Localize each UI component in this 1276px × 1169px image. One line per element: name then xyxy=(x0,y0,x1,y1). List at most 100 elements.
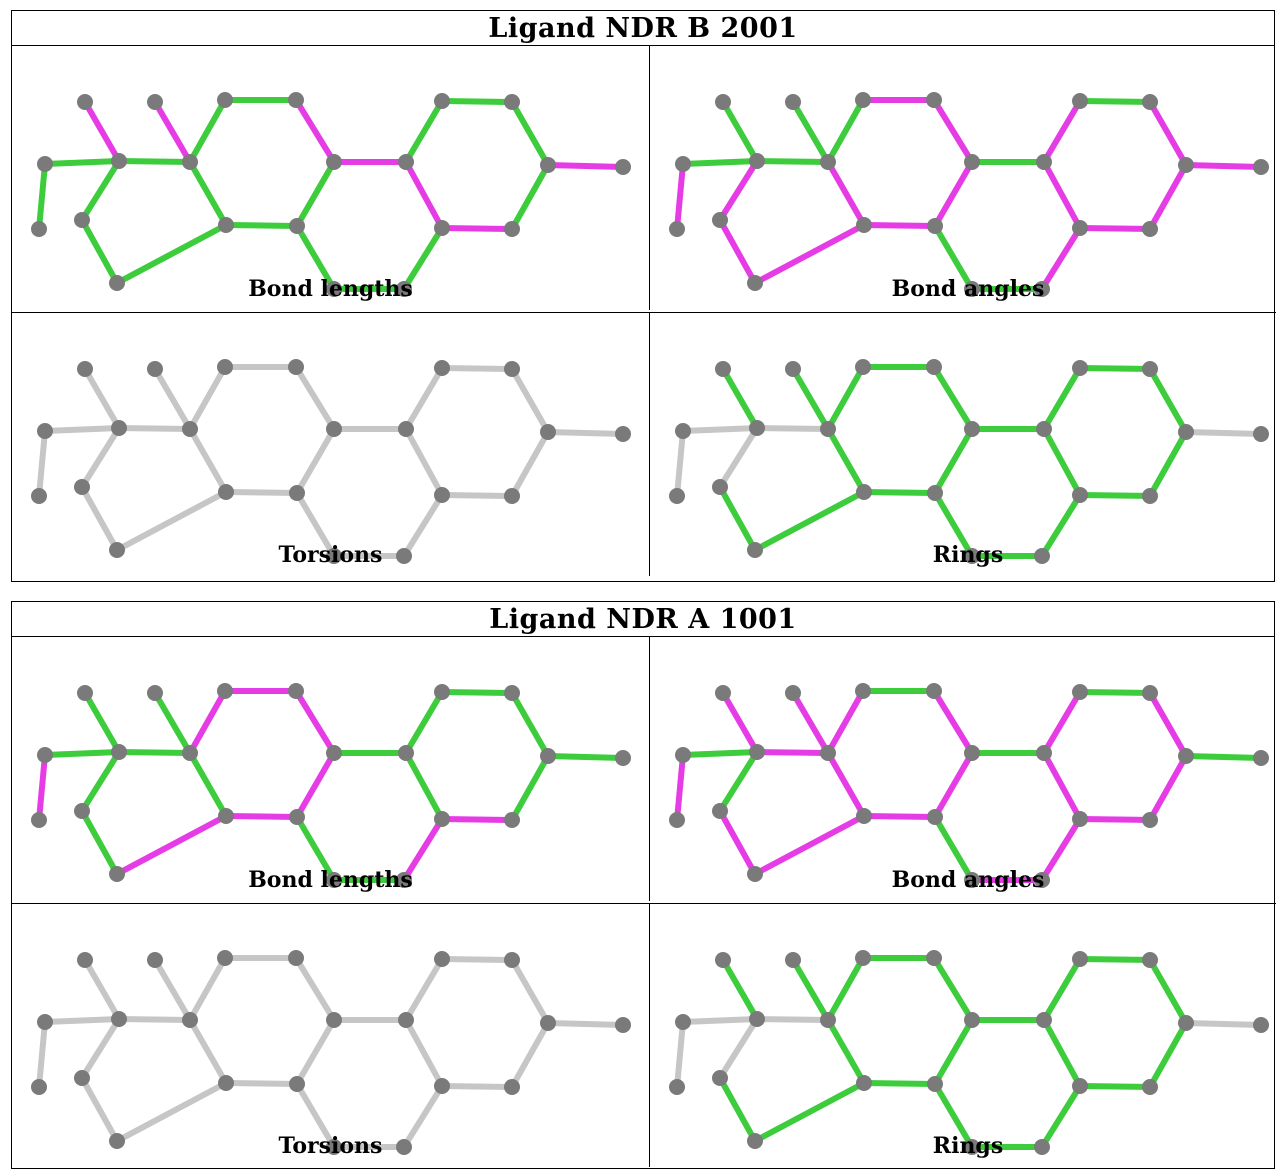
atom-4 xyxy=(749,153,765,169)
bond-2 xyxy=(82,99,122,164)
bond-4 xyxy=(790,957,831,1023)
bond-18 xyxy=(1041,1017,1083,1089)
atom-4 xyxy=(749,420,765,436)
bond-20 xyxy=(1077,956,1153,963)
atom-11 xyxy=(289,485,305,501)
bond-20 xyxy=(1077,98,1153,105)
bond-15 xyxy=(932,490,975,559)
bond-5 xyxy=(79,425,122,490)
atom-18 xyxy=(434,360,450,376)
atom-8 xyxy=(218,217,234,233)
atom-17 xyxy=(1142,812,1158,828)
bond-21 xyxy=(1147,99,1189,168)
atom-4 xyxy=(749,1011,765,1027)
bond-3 xyxy=(116,749,193,756)
bond-17 xyxy=(1039,1083,1083,1150)
bond-11 xyxy=(931,364,975,432)
atom-10 xyxy=(926,92,942,108)
view-caption: Rings xyxy=(932,542,1004,568)
atom-15 xyxy=(1034,872,1050,888)
atom-20 xyxy=(1178,1015,1194,1031)
bond-18 xyxy=(403,1017,445,1089)
bond-22 xyxy=(1183,1020,1264,1028)
bond-15 xyxy=(294,814,337,883)
bond-18 xyxy=(403,750,445,822)
bond-13 xyxy=(932,750,975,820)
atom-21 xyxy=(615,426,631,442)
atom-16 xyxy=(434,811,450,827)
atom-9 xyxy=(217,683,233,699)
bond-11 xyxy=(293,688,337,756)
atom-17 xyxy=(1142,221,1158,237)
bond-0 xyxy=(36,1019,48,1090)
bond-20 xyxy=(1077,689,1153,696)
bond-4 xyxy=(152,690,193,756)
bond-23 xyxy=(439,816,515,823)
atom-18 xyxy=(434,684,450,700)
atom-4 xyxy=(749,744,765,760)
atom-17 xyxy=(504,221,520,237)
bond-13 xyxy=(294,750,337,820)
bond-23 xyxy=(1077,1083,1153,1090)
atom-5 xyxy=(182,421,198,437)
atom-6 xyxy=(74,479,90,495)
atom-6 xyxy=(74,1070,90,1086)
atom-2 xyxy=(77,685,93,701)
atom-18 xyxy=(1072,93,1088,109)
bond-18 xyxy=(403,159,445,231)
atom-7 xyxy=(747,1133,763,1149)
atom-0 xyxy=(37,747,53,763)
bond-19 xyxy=(403,365,445,432)
bond-22 xyxy=(545,162,626,170)
bond-1 xyxy=(680,1016,760,1025)
bond-19 xyxy=(1041,956,1083,1023)
bond-2 xyxy=(720,690,760,755)
bond-20 xyxy=(1077,365,1153,372)
bond-8 xyxy=(187,1017,229,1086)
atom-14 xyxy=(326,1139,342,1155)
bond-18 xyxy=(1041,750,1083,822)
bond-11 xyxy=(931,955,975,1023)
atom-8 xyxy=(856,484,872,500)
bond-5 xyxy=(717,1016,760,1081)
atom-4 xyxy=(111,153,127,169)
bond-4 xyxy=(152,957,193,1023)
bond-20 xyxy=(439,365,515,372)
atom-11 xyxy=(289,218,305,234)
molecule-diagram xyxy=(669,683,1269,888)
bond-7 xyxy=(752,222,867,286)
atom-20 xyxy=(1178,748,1194,764)
bond-7 xyxy=(114,222,229,286)
bond-5 xyxy=(717,749,760,814)
molecule-diagram xyxy=(31,950,631,1155)
bond-6 xyxy=(717,484,758,553)
atom-5 xyxy=(820,1012,836,1028)
atom-7 xyxy=(109,542,125,558)
atom-17 xyxy=(504,812,520,828)
atom-18 xyxy=(1072,360,1088,376)
atom-0 xyxy=(37,1014,53,1030)
view-bond-angles: Bond angles xyxy=(649,46,1276,310)
bond-3 xyxy=(754,158,831,165)
atom-11 xyxy=(927,1076,943,1092)
bond-21 xyxy=(509,99,551,168)
atom-1 xyxy=(669,1079,685,1095)
bond-18 xyxy=(1041,426,1083,498)
bond-4 xyxy=(152,99,193,165)
bond-6 xyxy=(717,1075,758,1144)
atom-12 xyxy=(326,154,342,170)
bond-12 xyxy=(223,489,300,496)
atom-16 xyxy=(1072,1078,1088,1094)
bond-12 xyxy=(223,1080,300,1087)
bond-0 xyxy=(36,752,48,823)
atom-5 xyxy=(820,154,836,170)
atom-2 xyxy=(715,361,731,377)
bond-13 xyxy=(294,159,337,229)
bond-19 xyxy=(1041,98,1083,165)
atom-14 xyxy=(964,1139,980,1155)
atom-8 xyxy=(856,1075,872,1091)
bond-15 xyxy=(932,1081,975,1150)
atom-15 xyxy=(396,1139,412,1155)
bond-8 xyxy=(825,159,867,228)
view-rings: Rings xyxy=(649,312,1276,576)
